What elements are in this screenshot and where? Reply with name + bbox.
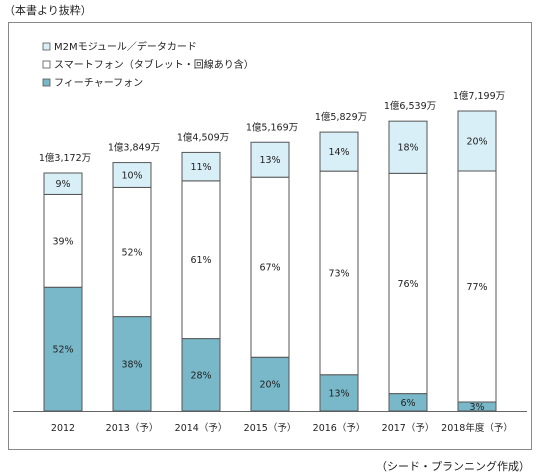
bar-segment-6-2: [457, 110, 497, 172]
bar-segment-5-1: [388, 172, 428, 395]
bar-segment-2-1: [181, 180, 221, 340]
legend-label-2: フィーチャーフォン: [54, 77, 143, 89]
bar-segment-1-1: [112, 186, 152, 318]
total-label-2: 1億4,509万: [177, 131, 229, 143]
x-tick-label-3: 2015（予）: [244, 422, 297, 434]
bar-segment-5-2: [388, 120, 428, 174]
bar-segment-2-2: [181, 151, 221, 182]
header-note: （本書より抜粋）: [4, 4, 92, 17]
segment-label-2-0: 28%: [190, 370, 211, 381]
total-label-4: 1億5,829万: [315, 111, 367, 123]
legend-label-1: スマートフォン（タブレット・回線あり含）: [54, 58, 254, 71]
segment-label-4-1: 73%: [328, 268, 349, 279]
bar-segment-3-2: [250, 141, 290, 178]
segment-label-1-1: 52%: [121, 248, 142, 259]
segment-label-1-2: 10%: [121, 170, 142, 181]
bar-segment-0-2: [43, 172, 83, 195]
segment-label-5-2: 18%: [397, 143, 418, 154]
total-label-6: 1億7,199万: [453, 90, 505, 102]
x-tick-label-6: 2018年度（予）: [441, 422, 513, 434]
segment-label-4-0: 13%: [328, 388, 349, 399]
x-tick-label-4: 2016（予）: [313, 422, 366, 434]
segment-label-6-1: 77%: [466, 282, 487, 293]
segment-label-2-2: 11%: [190, 162, 211, 173]
segment-label-6-0: 3%: [469, 402, 484, 413]
legend-swatch-1: [42, 60, 51, 69]
total-label-3: 1億5,169万: [246, 121, 298, 133]
bar-segment-1-2: [112, 162, 152, 188]
segment-label-1-0: 38%: [121, 359, 142, 370]
segment-label-3-0: 20%: [259, 380, 280, 391]
segment-label-5-0: 6%: [400, 398, 415, 409]
segment-label-0-2: 9%: [55, 179, 70, 190]
bar-segment-4-1: [319, 170, 359, 376]
x-tick-label-5: 2017（予）: [382, 422, 435, 434]
bar-segment-2-0: [181, 338, 221, 412]
total-label-0: 1億3,172万: [39, 152, 91, 164]
source-note: （シード・プランニング作成）: [376, 460, 530, 473]
x-tick-label-2: 2014（予）: [175, 422, 228, 434]
segment-label-2-1: 61%: [190, 255, 211, 266]
segment-label-5-1: 76%: [397, 279, 418, 290]
x-tick-label-0: 2012: [51, 423, 75, 434]
segment-label-3-2: 13%: [259, 155, 280, 166]
bar-segment-6-1: [457, 170, 497, 403]
segment-label-4-2: 14%: [328, 147, 349, 158]
bar-segment-3-0: [250, 356, 290, 412]
bar-segment-0-0: [43, 286, 83, 412]
chart-frame: M2Mモジュール／データカードスマートフォン（タブレット・回線あり含） フィーチャ…: [8, 22, 532, 450]
legend-swatch-2: [42, 78, 51, 87]
bar-segment-4-0: [319, 374, 359, 412]
bar-segment-0-1: [43, 193, 83, 288]
segment-label-0-0: 52%: [52, 345, 73, 356]
legend-swatch-0: [42, 42, 51, 51]
segment-label-0-1: 39%: [52, 236, 73, 247]
total-label-5: 1億6,539万: [384, 100, 436, 112]
x-tick-label-1: 2013（予）: [106, 422, 159, 434]
total-label-1: 1億3,849万: [108, 142, 160, 154]
bar-segment-4-2: [319, 131, 359, 172]
segment-label-3-1: 67%: [259, 263, 280, 274]
segment-label-6-2: 20%: [466, 137, 487, 148]
legend-label-0: M2Mモジュール／データカード: [54, 40, 197, 53]
